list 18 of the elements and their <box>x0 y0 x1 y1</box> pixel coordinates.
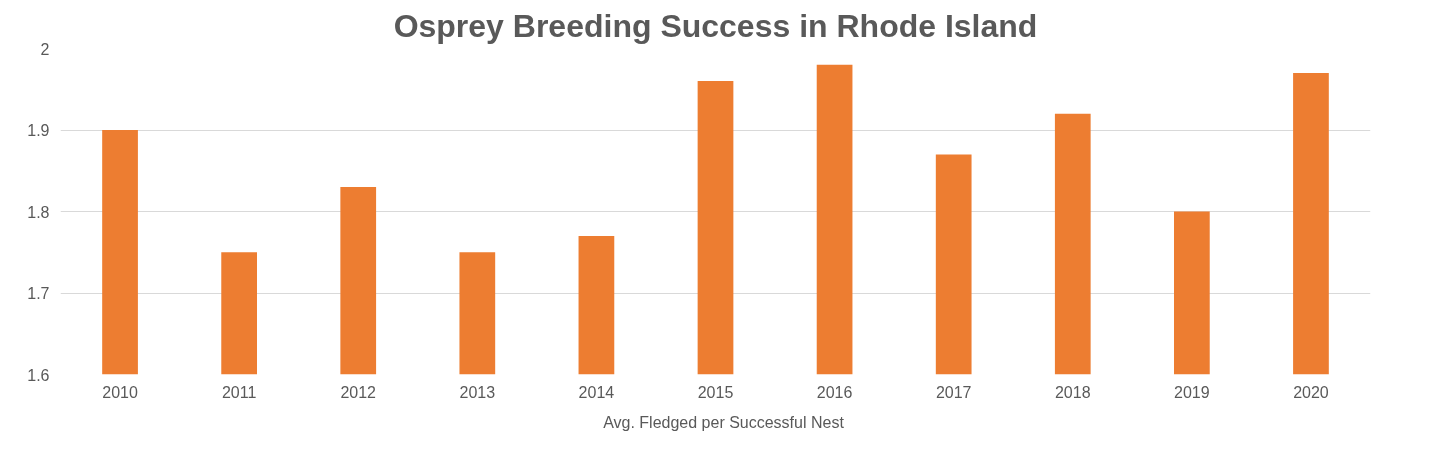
x-tick-label: 2018 <box>1054 383 1091 401</box>
x-tick-label: 2012 <box>340 383 377 401</box>
x-tick-label: 2014 <box>578 383 615 401</box>
y-tick-label: 1.8 <box>27 203 50 221</box>
y-tick-label: 1.7 <box>27 285 50 302</box>
text: Avg. Fledged per Successful Nest <box>603 413 844 432</box>
chart-title: Osprey Breeding Success in Rhode Island <box>393 7 1038 44</box>
x-tick-label: 2011 <box>221 383 257 401</box>
x-tick-label: 2016 <box>816 383 853 401</box>
x-tick-label: 2015 <box>697 383 734 401</box>
y-tick-label: 1.9 <box>27 122 50 139</box>
x-tick-label: 2010 <box>102 383 138 401</box>
y-tick-label: 1.6 <box>27 366 50 384</box>
x-tick-label: 2019 <box>1174 383 1210 401</box>
x-tick-label: 2017 <box>935 383 972 401</box>
x-tick-label: 2020 <box>1293 383 1329 401</box>
y-tick-label: 2 <box>40 40 50 58</box>
x-tick-label: 2013 <box>459 383 496 401</box>
